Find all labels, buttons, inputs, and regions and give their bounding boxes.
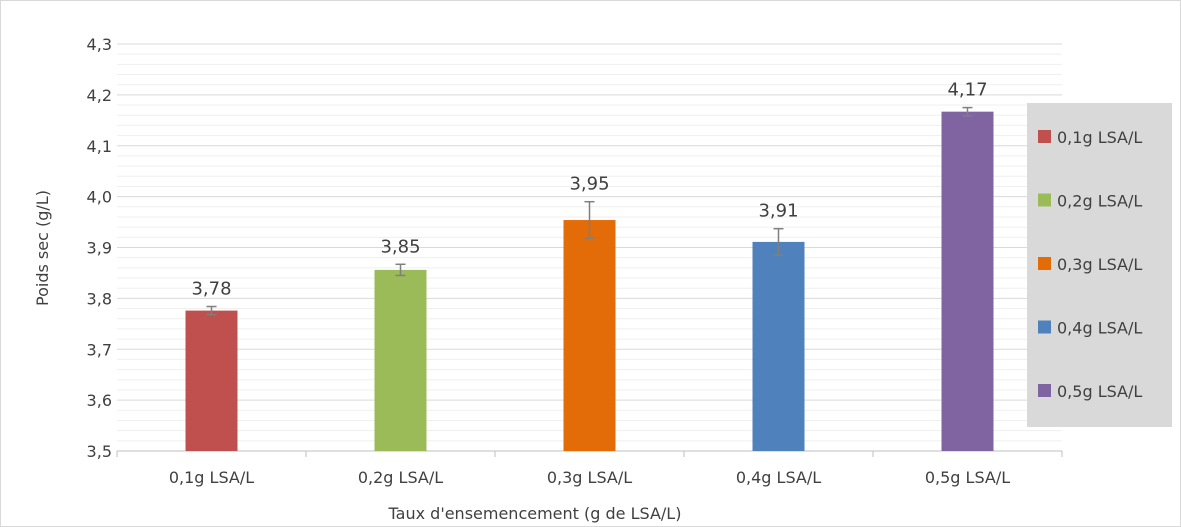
legend-box <box>1027 103 1172 427</box>
y-tick-label: 4,2 <box>87 86 112 105</box>
legend: 0,1g LSA/L 0,2g LSA/L 0,3g LSA/L 0,4g LSA/L… <box>1027 103 1172 427</box>
x-tick-label: 0,2g LSA/L <box>358 468 443 487</box>
bar <box>185 310 238 451</box>
data-label: 3,95 <box>569 174 609 195</box>
y-tick-label: 3,7 <box>87 340 112 359</box>
legend-swatch <box>1038 130 1051 143</box>
x-tick-label: 0,4g LSA/L <box>736 468 821 487</box>
legend-label: 0,5g LSA/L <box>1057 382 1142 401</box>
data-label: 4,17 <box>947 80 987 101</box>
data-label: 3,91 <box>758 201 798 222</box>
data-label: 3,78 <box>191 279 231 300</box>
legend-label: 0,3g LSA/L <box>1057 255 1142 274</box>
x-tick-label: 0,1g LSA/L <box>169 468 254 487</box>
y-tick-label: 4,3 <box>87 35 112 54</box>
bar <box>374 269 427 451</box>
y-tick-label: 3,5 <box>87 442 112 461</box>
bar <box>752 241 805 451</box>
legend-label: 0,4g LSA/L <box>1057 319 1142 338</box>
legend-label: 0,2g LSA/L <box>1057 192 1142 211</box>
legend-label: 0,1g LSA/L <box>1057 128 1142 147</box>
bar <box>941 111 994 451</box>
bars: 3,78 3,85 3,95 3,91 4,17 <box>185 80 994 451</box>
x-tick-label: 0,3g LSA/L <box>547 468 632 487</box>
y-tick-label: 3,8 <box>87 289 112 308</box>
y-tick-label: 3,9 <box>87 239 112 258</box>
legend-swatch <box>1038 320 1051 334</box>
data-label: 3,85 <box>380 236 420 257</box>
legend-swatch <box>1038 384 1051 397</box>
x-tick-label: 0,5g LSA/L <box>925 468 1010 487</box>
axis-ticks: 3,5 3,6 3,7 3,8 3,9 4,0 4,1 4,2 4,3 0,1g LSA/L 0,2… <box>87 35 1063 487</box>
y-axis-title: Poids sec (g/L) <box>33 190 52 306</box>
y-tick-label: 3,6 <box>87 391 112 410</box>
y-tick-label: 4,1 <box>87 137 112 156</box>
x-axis-title: Taux d'ensemencement (g de LSA/L) <box>388 504 682 523</box>
bar <box>563 220 616 451</box>
y-tick-label: 4,0 <box>87 188 112 207</box>
legend-swatch <box>1038 193 1051 207</box>
legend-swatch <box>1038 257 1051 270</box>
